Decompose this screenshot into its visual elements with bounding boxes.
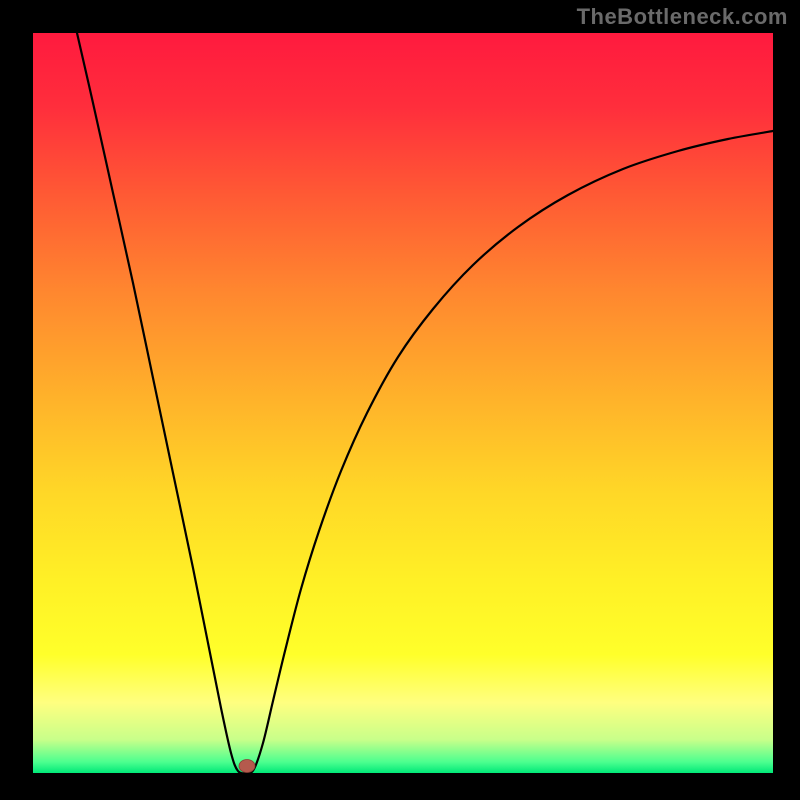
plot-area — [33, 33, 773, 773]
optimum-marker — [33, 33, 773, 773]
watermark-text: TheBottleneck.com — [577, 4, 788, 30]
chart-frame: TheBottleneck.com — [0, 0, 800, 800]
